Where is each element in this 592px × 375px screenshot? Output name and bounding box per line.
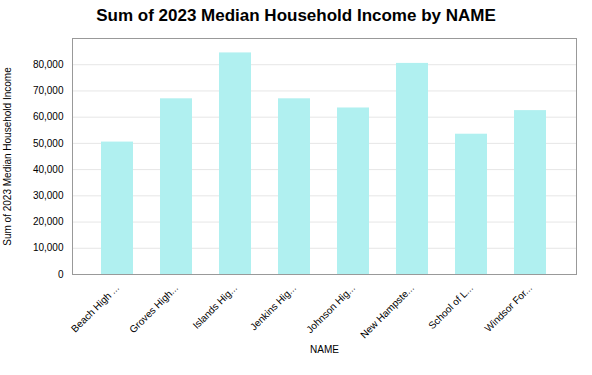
svg-text:School of L...: School of L... [426, 282, 475, 331]
html-text:Sum of 2023 Median Household I: Sum of 2023 Median Household Income by N… [96, 6, 496, 25]
svg-text:Sum of 2023 Median Household I: Sum of 2023 Median Household Income [2, 67, 13, 246]
svg-text:0: 0 [58, 269, 64, 280]
svg-text:Windsor For...: Windsor For... [482, 282, 534, 334]
svg-text:50,000: 50,000 [33, 138, 64, 149]
svg-text:30,000: 30,000 [33, 190, 64, 201]
svg-text:70,000: 70,000 [33, 85, 64, 96]
svg-text:Beach High ...: Beach High ... [69, 282, 121, 334]
svg-text:Johnson Hig...: Johnson Hig... [304, 282, 357, 335]
svg-text:Islands Hig...: Islands Hig... [191, 282, 240, 331]
svg-text:40,000: 40,000 [33, 164, 64, 175]
svg-text:Jenkins Hig...: Jenkins Hig... [248, 282, 298, 332]
svg-text:Groves High...: Groves High... [127, 282, 180, 335]
svg-text:80,000: 80,000 [33, 59, 64, 70]
svg-text:10,000: 10,000 [33, 242, 64, 253]
svg-text:60,000: 60,000 [33, 111, 64, 122]
svg-text:NAME: NAME [310, 344, 339, 355]
svg-text:20,000: 20,000 [33, 216, 64, 227]
svg-text:New Hampste...: New Hampste... [358, 282, 416, 340]
